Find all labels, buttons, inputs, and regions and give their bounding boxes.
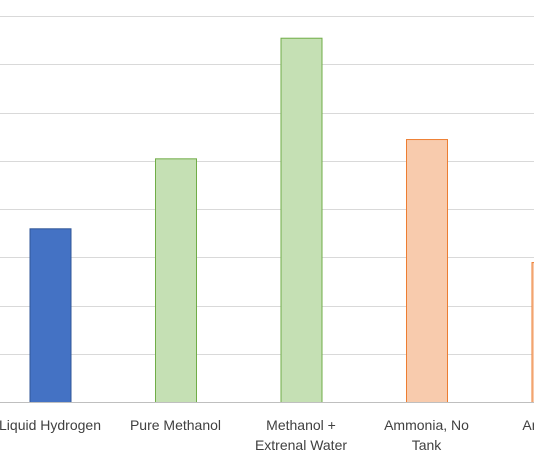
category-label: Methanol + Extrenal Water	[255, 417, 347, 453]
category-label: Pure Methanol	[130, 417, 221, 433]
category-label: Ammonia, No Tank	[384, 417, 469, 453]
category-label-line: Pure Methanol	[130, 417, 221, 433]
category-label-line: Tank	[412, 437, 443, 453]
category-label-line: Methanol +	[266, 417, 336, 433]
category-label: Ammonia	[522, 417, 534, 433]
bars	[29, 37, 534, 404]
category-labels: Liquid Hydrogen Pure Methanol Methanol + Ex…	[0, 417, 534, 453]
gridlines	[0, 16, 534, 355]
bar	[531, 262, 534, 404]
bar	[280, 37, 323, 404]
bar	[155, 158, 197, 403]
bar	[406, 139, 448, 403]
category-label-line: Ammonia, No	[384, 417, 469, 433]
category-label-line: Liquid Hydrogen	[0, 417, 101, 433]
bar	[29, 228, 72, 403]
category-label-line: Extrenal Water	[255, 437, 347, 453]
category-label-line: Ammonia	[522, 417, 534, 433]
category-label: Liquid Hydrogen	[0, 417, 101, 433]
